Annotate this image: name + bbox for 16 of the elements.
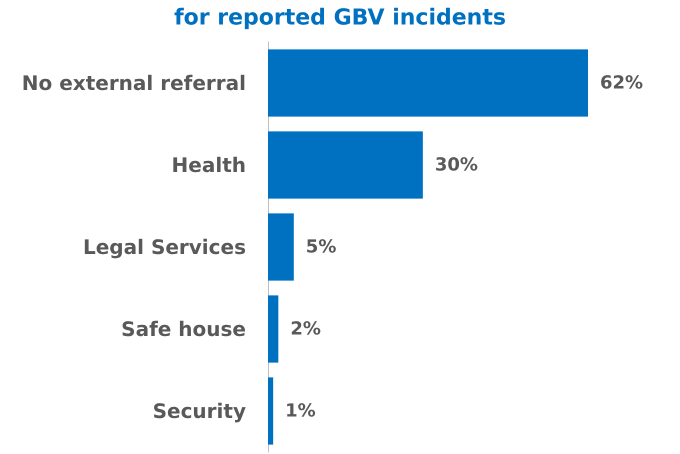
chart-title: for reported GBV incidents [174,6,506,30]
bar [268,213,294,281]
bar [268,131,423,199]
bar [268,49,588,117]
data-label: 30% [434,154,478,176]
y-tick-label: Security [152,399,246,423]
y-tick-label: Legal Services [83,235,246,259]
y-tick-label: No external referral [22,71,246,95]
y-tick-label: Health [172,153,246,177]
bar [268,295,278,363]
bar [268,377,274,445]
data-label: 5% [306,236,336,258]
data-label: 62% [600,72,644,94]
data-label: 2% [290,318,321,340]
data-label: 1% [285,400,316,422]
y-tick-label: Safe house [121,317,246,341]
